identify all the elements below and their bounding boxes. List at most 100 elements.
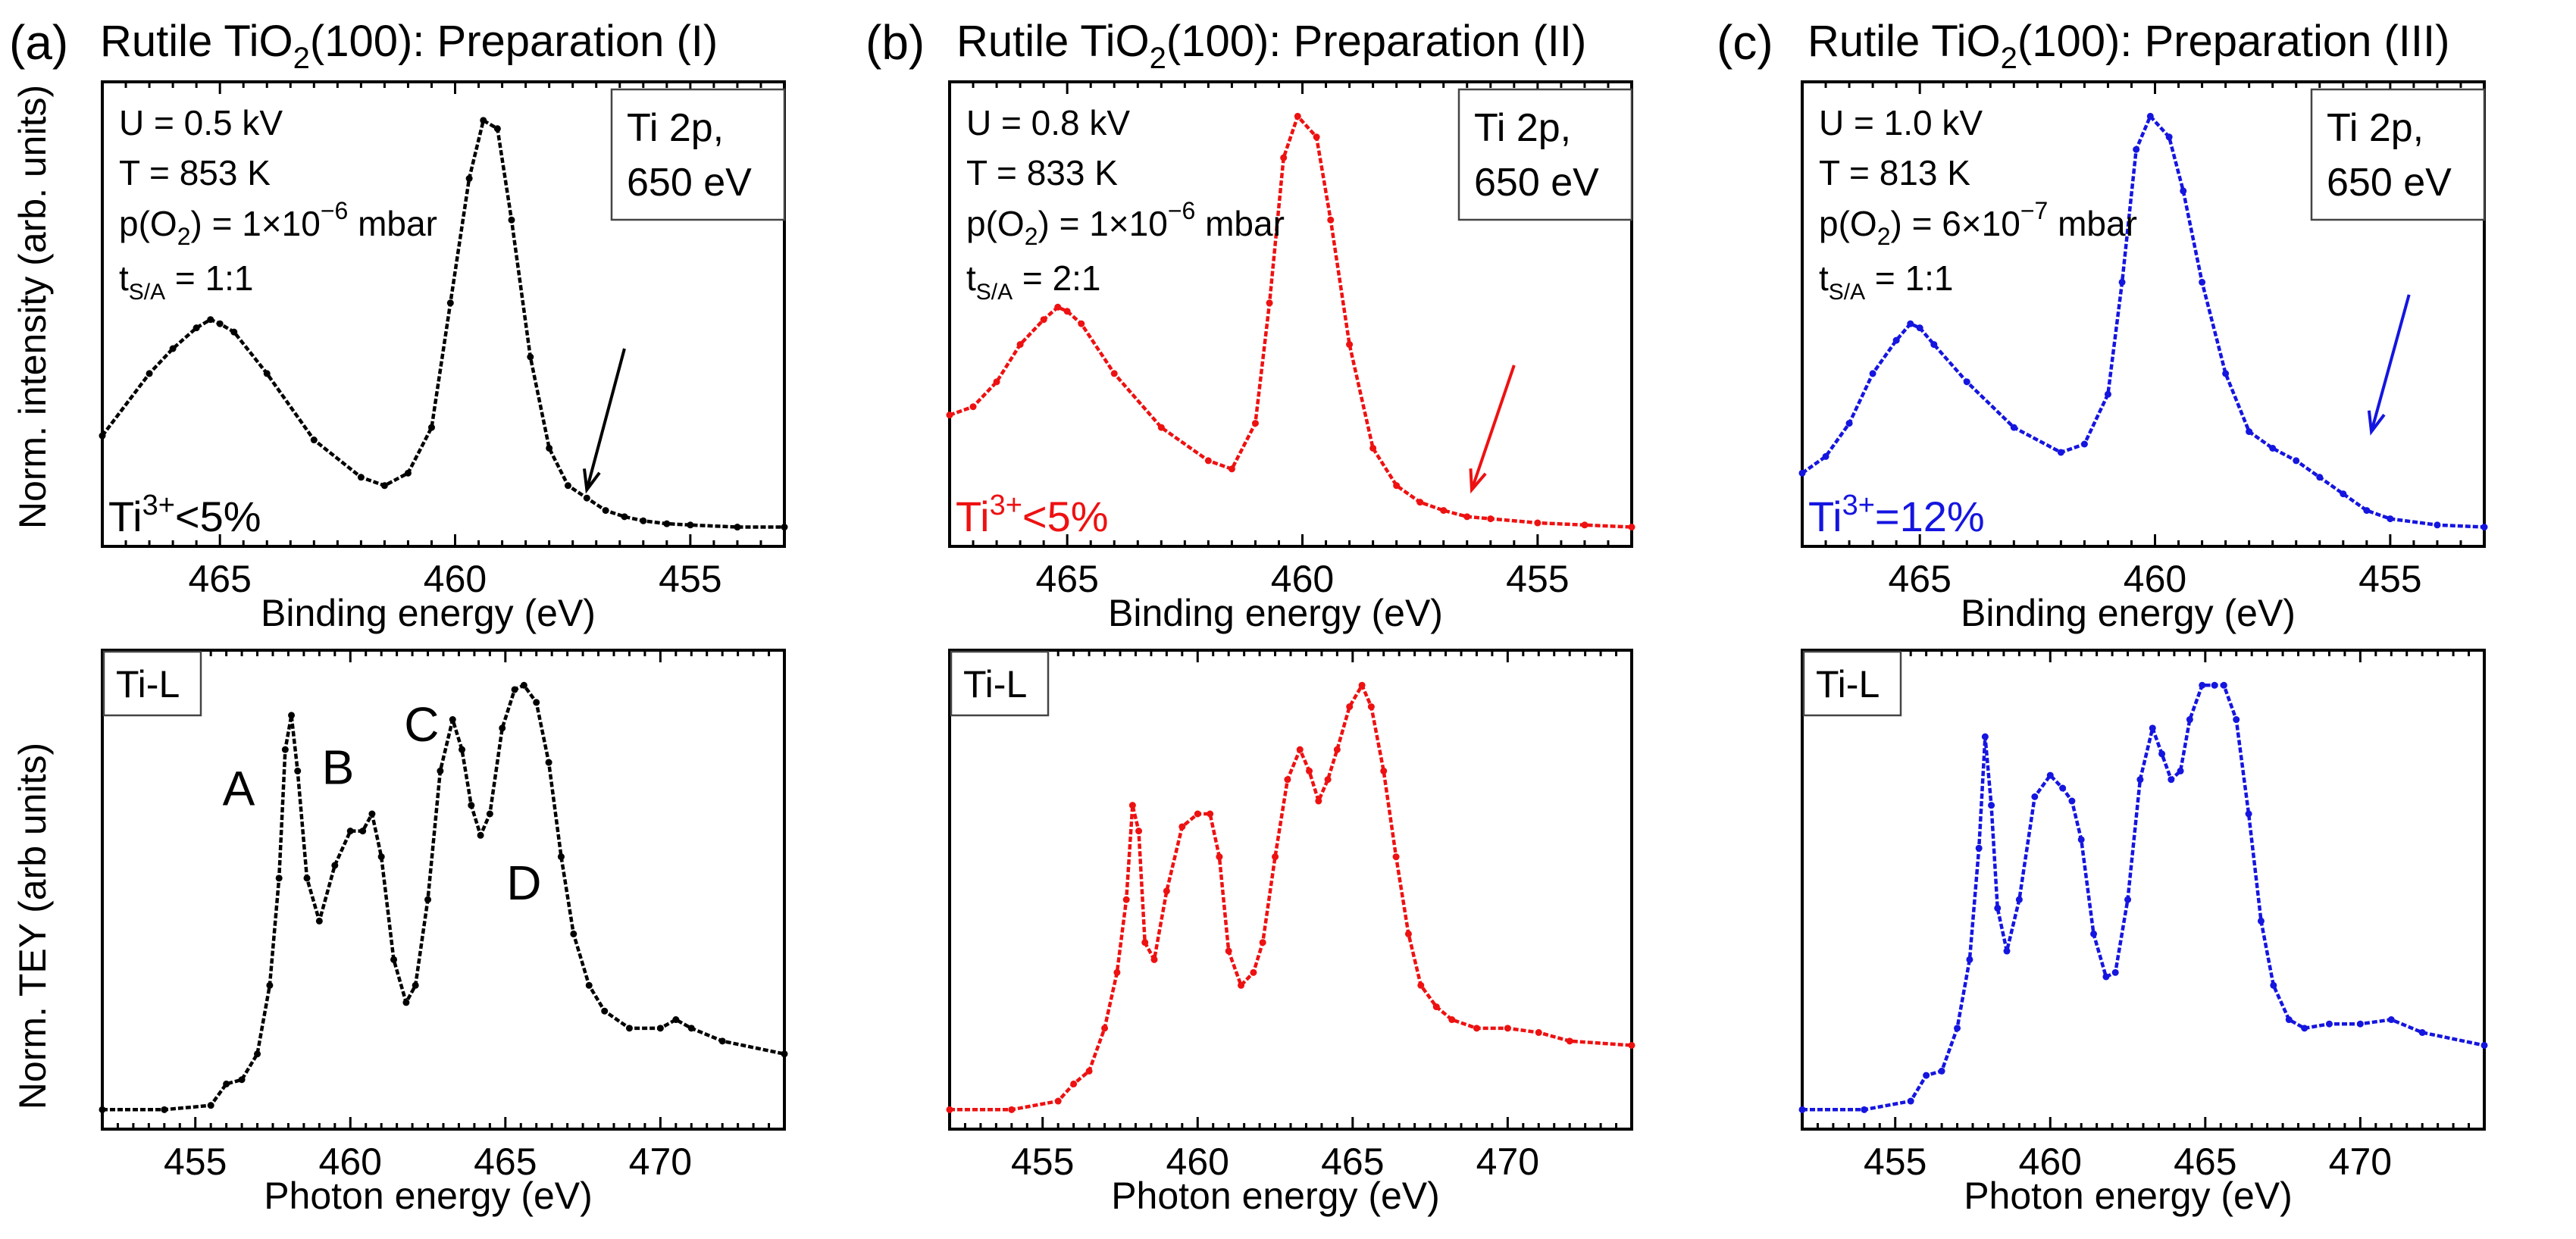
panel-letter-a: (a) [9, 15, 68, 70]
pressure-sub: 2 [1025, 223, 1038, 250]
x-axis-label: Binding energy (eV) [261, 592, 596, 634]
data-point [2077, 836, 2085, 843]
series-line [949, 114, 1632, 529]
arrow-head [582, 468, 601, 494]
data-point [402, 999, 410, 1006]
pressure-sub: 2 [177, 223, 191, 250]
x-tick-label: 460 [1271, 558, 1334, 600]
data-point [1135, 828, 1143, 835]
data-point [969, 403, 977, 411]
plot-frame [948, 80, 1633, 548]
ratio-sub: S/A [1829, 280, 1865, 305]
data-point [1404, 930, 1412, 937]
panel-title-b: (b) Rutile TiO2(100): Preparation (II) [865, 15, 1586, 75]
data-point [1266, 299, 1273, 307]
data-point [1892, 336, 1900, 344]
data-point [2010, 424, 2017, 431]
data-point [1101, 1025, 1109, 1032]
data-point [2199, 278, 2206, 286]
peak-label: A [223, 762, 255, 816]
data-point [583, 494, 590, 502]
data-point [2068, 797, 2076, 805]
data-point [2481, 524, 2488, 531]
pressure-exponent: −7 [2020, 197, 2048, 224]
data-point [1216, 853, 1223, 861]
inset-label-line: Ti 2p, [2327, 106, 2424, 150]
x-tick-label: 465 [1035, 558, 1098, 600]
data-point [734, 524, 741, 531]
ratio-value: = 1:1 [165, 258, 253, 298]
ti3-value: <5% [175, 493, 261, 540]
data-point [303, 874, 311, 882]
data-point [238, 1076, 246, 1084]
ti3-value: =12% [1875, 493, 1985, 540]
data-point [1358, 681, 1366, 689]
data-point [223, 1080, 230, 1087]
data-point [2158, 750, 2166, 758]
data-point [718, 1037, 726, 1045]
data-point [2136, 776, 2144, 784]
data-point [2301, 1025, 2308, 1032]
param-voltage: U = 0.8 kV [966, 103, 1130, 142]
data-point [377, 853, 385, 861]
data-point [520, 681, 527, 689]
arrow-shaft [2370, 294, 2411, 433]
data-point [346, 828, 354, 835]
data-point [2133, 145, 2140, 153]
data-point [1981, 733, 1989, 740]
x-tick-label: 465 [1321, 1140, 1384, 1183]
ratio-prefix: t [1819, 258, 1829, 298]
data-point [2124, 896, 2132, 903]
data-point [449, 716, 456, 724]
pressure-prefix: p(O [119, 204, 177, 243]
data-point [1272, 853, 1279, 861]
data-point [1204, 457, 1212, 465]
data-point [946, 1106, 953, 1113]
data-point [2015, 896, 2023, 903]
panel-title-rest: (100): Preparation (III) [2017, 17, 2450, 66]
pressure-value: ) = 1×10 [1038, 204, 1167, 243]
data-point [99, 1106, 106, 1113]
data-point [2031, 793, 2039, 800]
data-point [1178, 823, 1186, 831]
data-point [2434, 521, 2441, 529]
data-point [2059, 784, 2067, 792]
data-point [1306, 767, 1313, 774]
data-point [1054, 1097, 1062, 1105]
data-point [1157, 424, 1165, 431]
param-temperature: T = 813 K [1819, 153, 1970, 192]
data-point [1930, 341, 1938, 349]
data-point [2356, 1020, 2364, 1028]
ti3-prefix: Ti [108, 493, 142, 540]
data-point [2293, 457, 2300, 465]
data-point [625, 1025, 633, 1032]
data-point [1994, 904, 2002, 912]
data-point [2220, 681, 2227, 689]
series-line [950, 684, 1632, 1112]
x-tick-label: 455 [1011, 1140, 1074, 1183]
data-point [2233, 716, 2240, 724]
panel-title-text-a: Rutile TiO2(100): Preparation (I) [100, 17, 718, 75]
data-point [404, 469, 412, 477]
data-point [2222, 370, 2230, 377]
data-point [2340, 490, 2347, 498]
data-point [1963, 378, 1970, 386]
data-point [315, 917, 323, 925]
data-point [1822, 452, 1829, 460]
data-point [294, 767, 302, 774]
data-point [1380, 767, 1388, 774]
data-point [275, 874, 283, 882]
data-point [1113, 968, 1121, 976]
data-point [1315, 797, 1322, 805]
arrow-head [2367, 410, 2386, 436]
inset-label-box [102, 650, 202, 717]
panel-title-main: Rutile TiO [956, 17, 1150, 66]
data-point [2246, 428, 2253, 436]
data-point [288, 712, 296, 719]
data-point [390, 956, 398, 963]
data-point [446, 299, 454, 307]
data-point [1259, 939, 1266, 946]
x-axis-label: Binding energy (eV) [1961, 592, 2296, 634]
ratio-sub: S/A [129, 280, 165, 305]
data-point [1473, 1025, 1480, 1032]
